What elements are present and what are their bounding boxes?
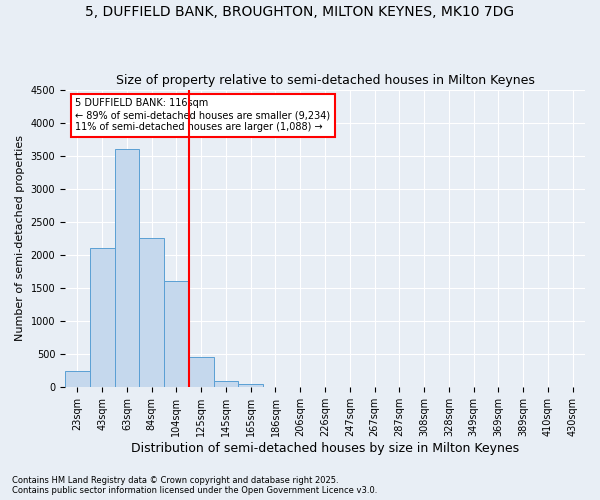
Bar <box>164 282 189 388</box>
Text: 5 DUFFIELD BANK: 116sqm
← 89% of semi-detached houses are smaller (9,234)
11% of: 5 DUFFIELD BANK: 116sqm ← 89% of semi-de… <box>76 98 331 132</box>
Bar <box>90 248 115 388</box>
Y-axis label: Number of semi-detached properties: Number of semi-detached properties <box>15 136 25 342</box>
Text: Contains HM Land Registry data © Crown copyright and database right 2025.
Contai: Contains HM Land Registry data © Crown c… <box>12 476 377 495</box>
Bar <box>214 380 238 388</box>
Bar <box>65 372 90 388</box>
Title: Size of property relative to semi-detached houses in Milton Keynes: Size of property relative to semi-detach… <box>116 74 535 87</box>
X-axis label: Distribution of semi-detached houses by size in Milton Keynes: Distribution of semi-detached houses by … <box>131 442 519 455</box>
Text: 5, DUFFIELD BANK, BROUGHTON, MILTON KEYNES, MK10 7DG: 5, DUFFIELD BANK, BROUGHTON, MILTON KEYN… <box>85 5 515 19</box>
Bar <box>238 384 263 388</box>
Bar <box>139 238 164 388</box>
Bar <box>189 357 214 388</box>
Bar <box>115 149 139 388</box>
